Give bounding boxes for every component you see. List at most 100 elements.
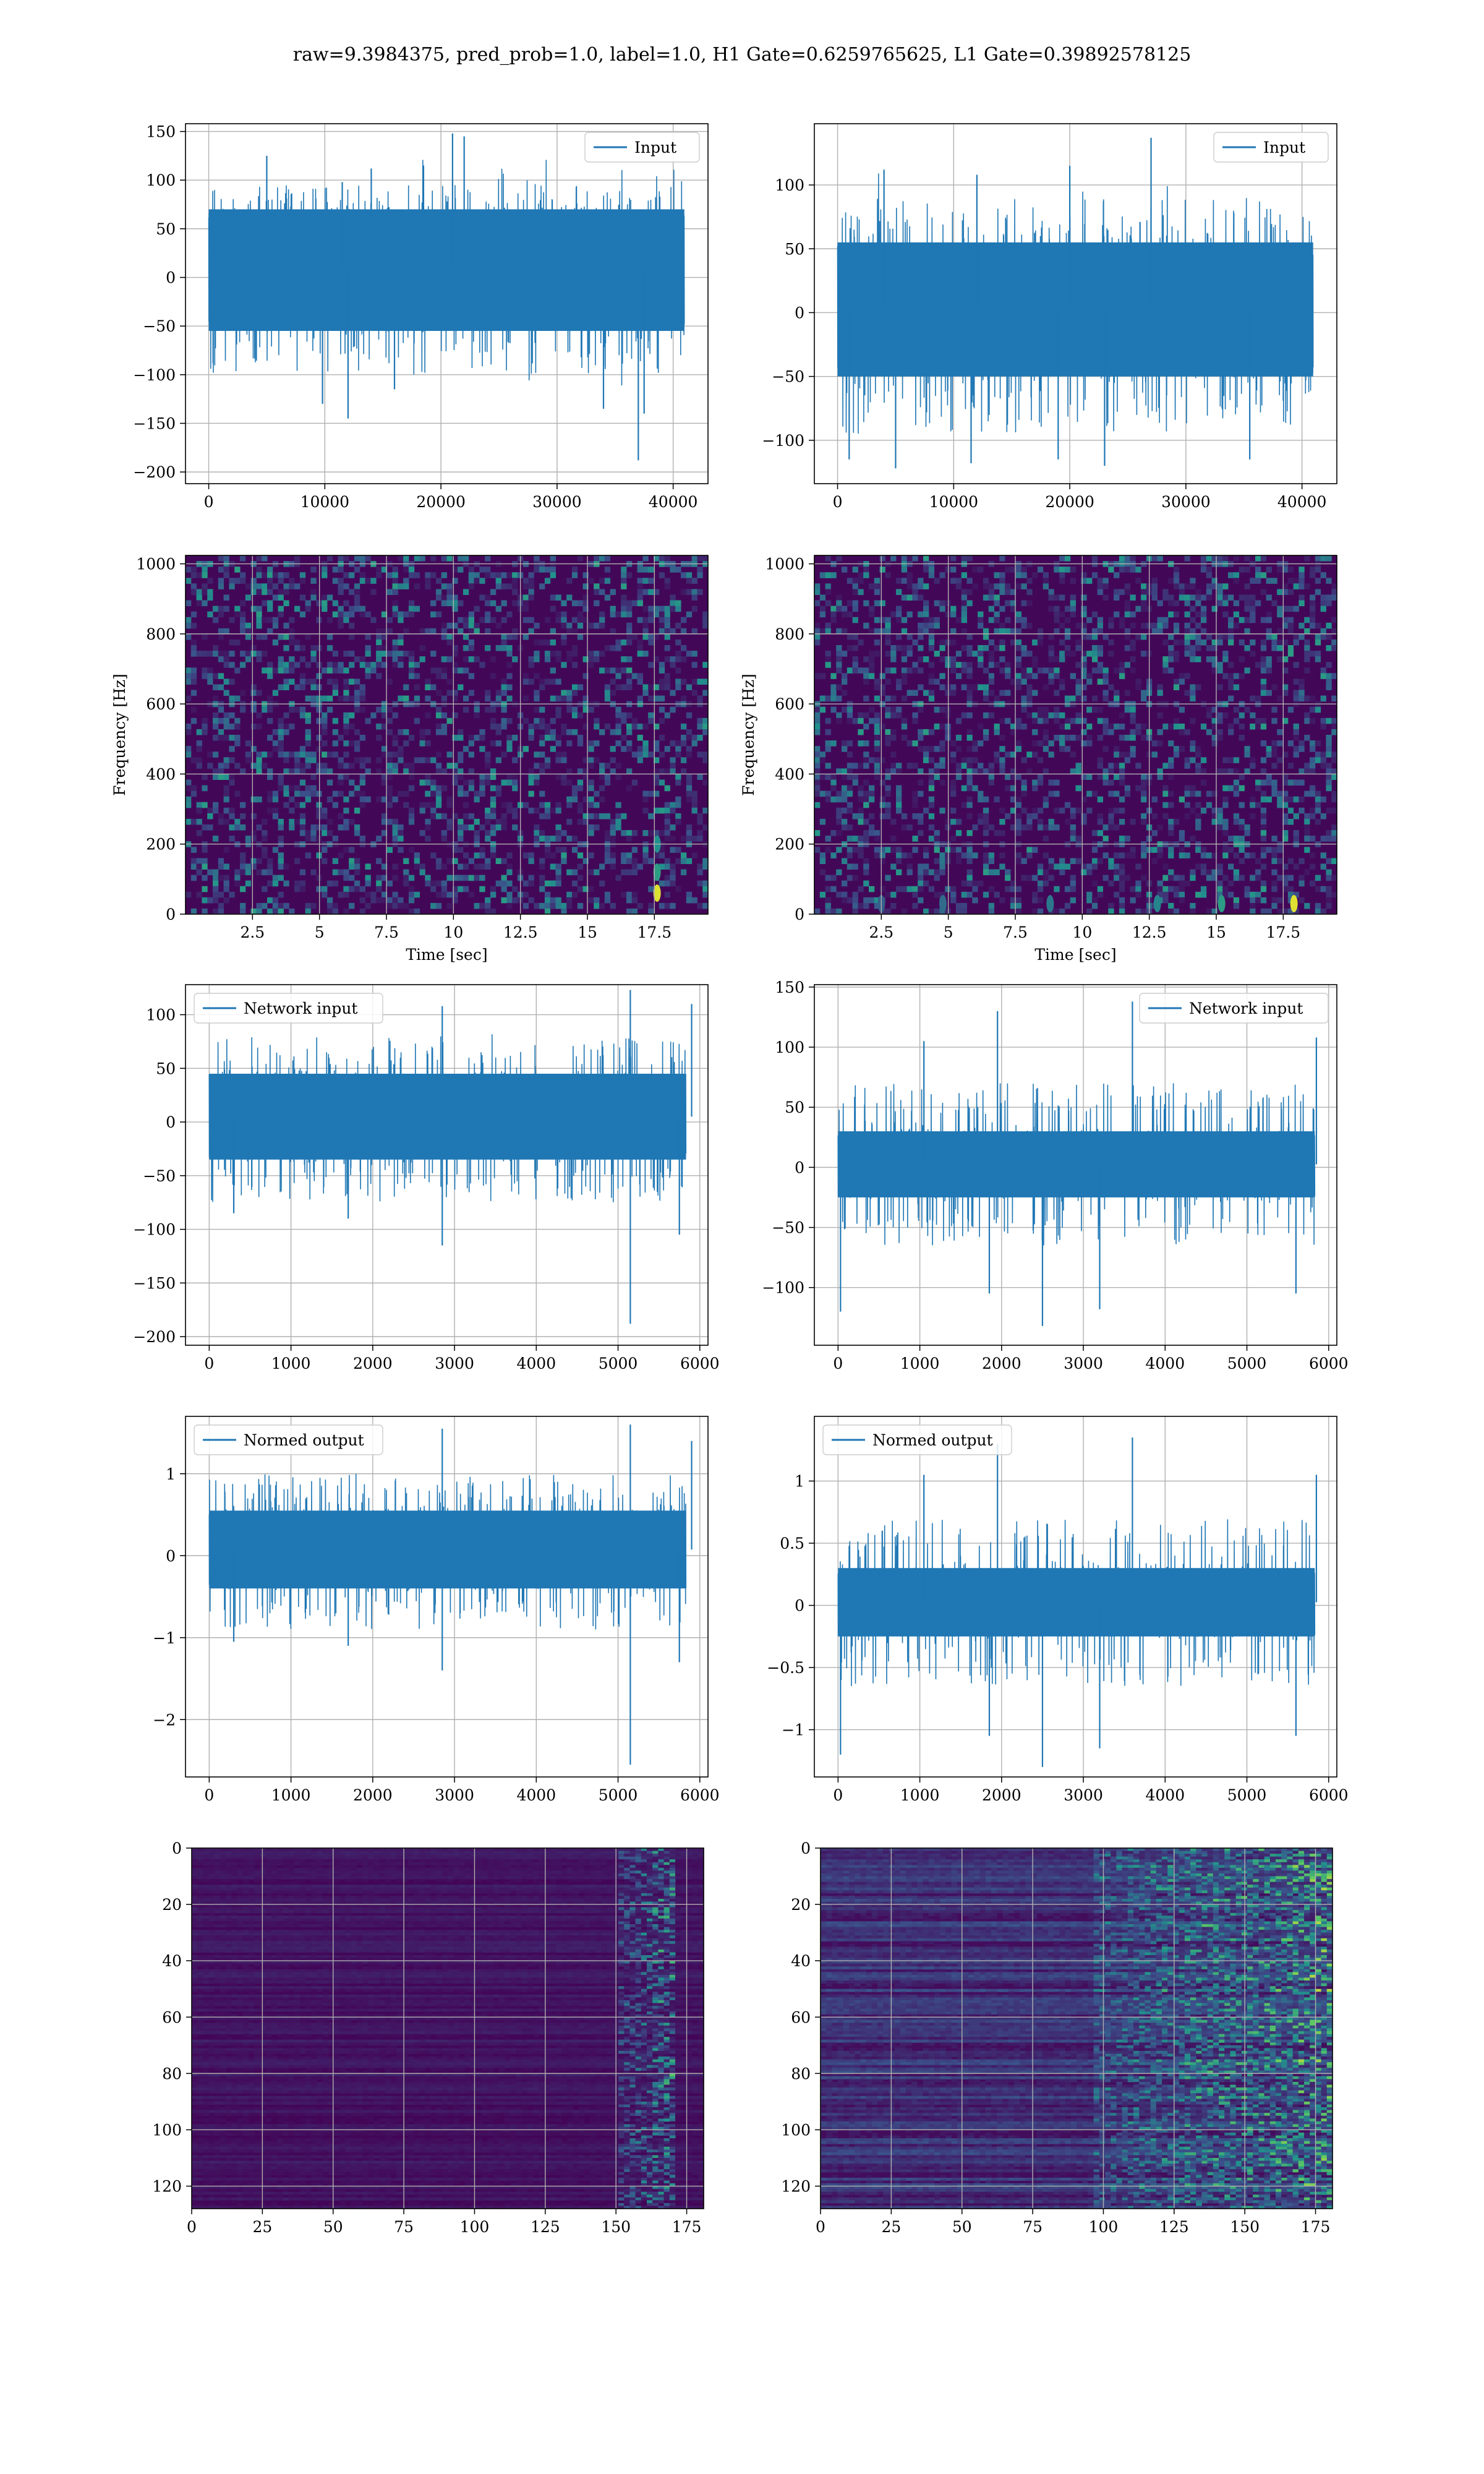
- spec-l1-xtick-label: 2.5: [869, 923, 893, 941]
- normed-l1-legend: Normed output: [823, 1425, 1012, 1455]
- input-l1-xtick-label: 20000: [1045, 493, 1094, 511]
- spec-h1-ytick-label: 0: [166, 905, 176, 923]
- spec-h1-xtick-label: 5: [315, 923, 325, 941]
- input-h1-ytick-label: 50: [156, 220, 176, 238]
- input-l1-legend-label: Input: [1263, 139, 1305, 156]
- input-l1-xtick-label: 0: [833, 493, 843, 511]
- spec-h1-xtick-label: 10: [443, 923, 463, 941]
- net-input-l1-legend-label: Network input: [1189, 999, 1303, 1017]
- normed-l1-xtick-label: 3000: [1064, 1786, 1103, 1804]
- input-l1-xtick-label: 40000: [1277, 493, 1327, 511]
- feature-h1-ytick-label: 80: [162, 2065, 182, 2082]
- input-l1-ytick-label: 50: [785, 240, 804, 258]
- input-l1-ytick-label: 100: [775, 176, 804, 194]
- spec-l1-ylabel: Frequency [Hz]: [740, 674, 757, 796]
- spec-l1-ytick-label: 600: [775, 695, 804, 713]
- feature-h1-xtick-label: 100: [460, 2218, 490, 2236]
- net-input-l1-xtick-label: 1000: [900, 1355, 940, 1372]
- spec-h1-ytick-label: 800: [146, 625, 176, 643]
- net-input-l1-legend: Network input: [1140, 993, 1328, 1023]
- feature-l1-xtick-label: 175: [1301, 2218, 1331, 2236]
- feature-l1-xtick-label: 25: [881, 2218, 901, 2236]
- feature-h1-ytick-label: 60: [162, 2008, 182, 2026]
- net-input-l1-series-core: [838, 1131, 1315, 1197]
- net-input-h1-xtick-label: 6000: [680, 1355, 720, 1372]
- feature-l1-xtick-label: 125: [1159, 2218, 1189, 2236]
- feature-h1-image-cells: [192, 1848, 704, 2209]
- input-h1-xtick-label: 10000: [301, 493, 350, 511]
- spec-l1-hotspot: [1154, 895, 1161, 912]
- input-h1-ytick-label: −150: [133, 414, 176, 432]
- normed-h1-ytick-label: 1: [166, 1465, 176, 1483]
- feature-l1-ytick-label: 80: [791, 2065, 811, 2082]
- net-input-l1-ytick-label: 50: [785, 1098, 804, 1116]
- net-input-h1-xtick-label: 0: [204, 1355, 214, 1372]
- feature-h1-xtick-label: 125: [531, 2218, 560, 2236]
- spec-l1-hotspot: [1046, 895, 1054, 912]
- net-input-h1-xtick-label: 5000: [599, 1355, 638, 1372]
- input-h1-legend: Input: [585, 132, 699, 162]
- net-input-h1-ytick-label: −150: [133, 1274, 176, 1292]
- spec-l1-ytick-label: 0: [795, 905, 804, 923]
- figure-title: raw=9.3984375, pred_prob=1.0, label=1.0,…: [293, 44, 1192, 66]
- feature-l1-ytick-label: 60: [791, 2008, 811, 2026]
- normed-h1-ytick-label: 0: [166, 1547, 176, 1565]
- input-l1-ytick-label: 0: [795, 304, 804, 322]
- normed-h1-xtick-label: 3000: [435, 1786, 474, 1804]
- feature-h1-xtick-label: 0: [187, 2218, 197, 2236]
- input-h1-xtick-label: 40000: [649, 493, 698, 511]
- input-h1-ytick-label: −50: [143, 317, 176, 335]
- spec-l1-panel: 2.5 5 7.5 10 12.5 15 17.502004006008001000Time…: [740, 555, 1337, 964]
- input-l1-ytick-label: −50: [772, 368, 804, 386]
- feature-l1-xtick-label: 100: [1089, 2218, 1119, 2236]
- input-l1-xtick-label: 10000: [929, 493, 979, 511]
- spec-l1-xtick-label: 17.5: [1266, 923, 1300, 941]
- normed-h1-series-core: [209, 1510, 686, 1588]
- spec-h1-ytick-label: 600: [146, 695, 176, 713]
- net-input-h1-series-core: [209, 1074, 686, 1160]
- spec-l1-ytick-label: 800: [775, 625, 804, 643]
- input-h1-xtick-label: 20000: [416, 493, 466, 511]
- feature-h1-xtick-label: 175: [672, 2218, 702, 2236]
- feature-h1-xtick-label: 25: [252, 2218, 272, 2236]
- feature-l1-ytick-label: 40: [791, 1952, 811, 1970]
- normed-h1-xtick-label: 0: [204, 1786, 214, 1804]
- spec-l1-xtick-label: 10: [1072, 923, 1092, 941]
- spec-l1-xlabel: Time [sec]: [1034, 946, 1116, 964]
- spec-h1-ylabel: Frequency [Hz]: [111, 674, 129, 796]
- spec-h1-panel: 2.5 5 7.5 10 12.5 15 17.502004006008001000Time…: [111, 555, 709, 964]
- feature-h1-ytick-label: 20: [162, 1896, 182, 1914]
- normed-h1-ytick-label: −1: [153, 1629, 176, 1647]
- net-input-h1-ytick-label: 0: [166, 1113, 176, 1131]
- input-h1-ytick-label: −100: [133, 366, 176, 384]
- spec-l1-hotspot: [939, 895, 947, 912]
- normed-l1-xtick-label: 1000: [900, 1786, 940, 1804]
- net-input-l1-xtick-label: 3000: [1064, 1355, 1103, 1372]
- input-h1-legend-label: Input: [634, 139, 676, 156]
- net-input-l1-ytick-label: 0: [795, 1158, 804, 1176]
- spec-h1-xtick-label: 7.5: [374, 923, 399, 941]
- input-h1-series-core: [209, 209, 684, 331]
- spec-l1-xtick-label: 7.5: [1003, 923, 1028, 941]
- net-input-l1-ytick-label: 100: [775, 1038, 804, 1056]
- feature-l1-xtick-label: 0: [816, 2218, 825, 2236]
- normed-l1-series-core: [838, 1568, 1315, 1637]
- net-input-l1-xtick-label: 0: [833, 1355, 843, 1372]
- net-input-l1-xtick-label: 5000: [1227, 1355, 1267, 1372]
- net-input-l1-xtick-label: 2000: [982, 1355, 1021, 1372]
- normed-l1-ytick-label: 1: [795, 1473, 804, 1491]
- input-h1-xtick-label: 30000: [532, 493, 582, 511]
- spec-h1-xlabel: Time [sec]: [406, 946, 487, 964]
- input-h1-ytick-label: 100: [146, 171, 176, 189]
- normed-l1-ytick-label: 0: [795, 1597, 804, 1615]
- feature-l1-image-cells: [821, 1848, 1333, 2209]
- input-l1-legend: Input: [1214, 132, 1328, 162]
- spec-h1-xtick-label: 2.5: [240, 923, 265, 941]
- spec-l1-ytick-label: 1000: [765, 555, 804, 573]
- normed-l1-xtick-label: 2000: [982, 1786, 1021, 1804]
- feature-l1-xtick-label: 50: [952, 2218, 972, 2236]
- input-h1-ytick-label: 150: [146, 123, 176, 141]
- net-input-h1-xtick-label: 2000: [353, 1355, 393, 1372]
